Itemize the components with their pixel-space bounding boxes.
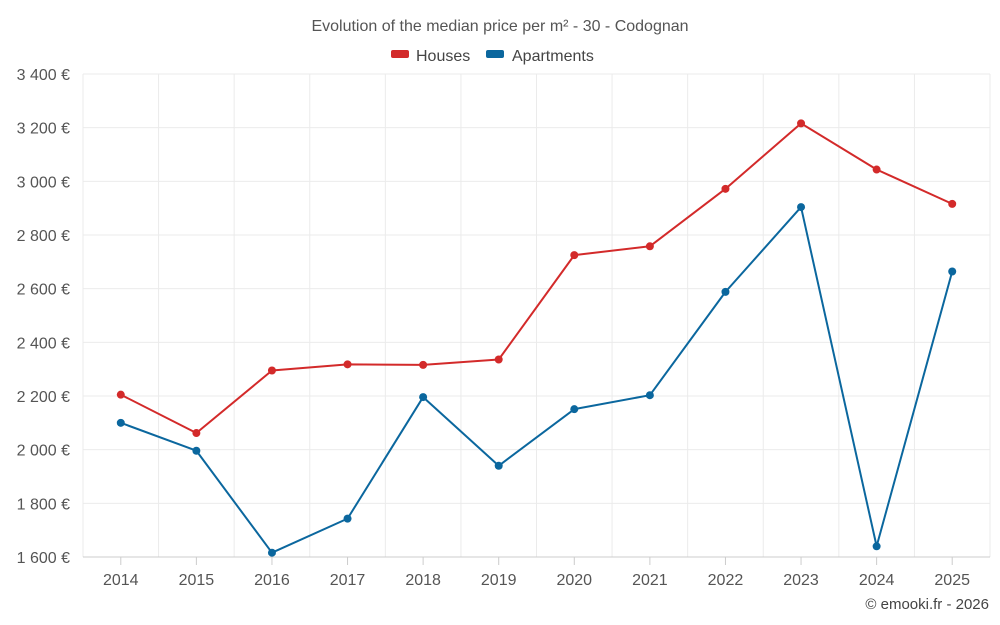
y-tick-label: 2 600 € bbox=[17, 282, 70, 299]
x-tick-label: 2014 bbox=[103, 572, 139, 589]
legend: Houses Apartments bbox=[391, 48, 594, 65]
data-point-houses[interactable] bbox=[192, 429, 201, 438]
x-tick-label: 2017 bbox=[330, 572, 366, 589]
legend-swatch-houses bbox=[391, 50, 409, 58]
y-tick-label: 3 000 € bbox=[17, 174, 70, 191]
x-tick-label: 2015 bbox=[179, 572, 215, 589]
x-tick-label: 2016 bbox=[254, 572, 290, 589]
grid bbox=[82, 73, 991, 557]
credit-text: © emooki.fr - 2026 bbox=[865, 596, 989, 613]
data-point-apartments[interactable] bbox=[872, 542, 881, 551]
data-point-apartments[interactable] bbox=[419, 393, 428, 402]
x-tick-label: 2021 bbox=[632, 572, 668, 589]
y-tick-label: 3 400 € bbox=[17, 67, 70, 84]
data-point-apartments[interactable] bbox=[948, 267, 957, 276]
legend-item-apartments[interactable]: Apartments bbox=[486, 48, 594, 65]
data-point-houses[interactable] bbox=[419, 360, 428, 369]
x-tick-label: 2025 bbox=[934, 572, 970, 589]
data-point-apartments[interactable] bbox=[494, 461, 503, 470]
data-point-apartments[interactable] bbox=[116, 418, 125, 427]
data-point-apartments[interactable] bbox=[267, 548, 276, 557]
axes: 1 600 € 1 800 € 2 000 € 2 200 € 2 400 € 2 600… bbox=[17, 67, 990, 589]
series-line-apartments bbox=[120, 206, 954, 554]
y-tick-label: 1 600 € bbox=[17, 550, 70, 567]
data-point-houses[interactable] bbox=[872, 165, 881, 174]
series-line-houses bbox=[120, 122, 953, 435]
data-point-apartments[interactable] bbox=[721, 287, 730, 296]
legend-swatch-apartments bbox=[486, 50, 504, 58]
data-point-apartments[interactable] bbox=[797, 203, 806, 212]
x-tick-label: 2022 bbox=[708, 572, 744, 589]
data-point-apartments[interactable] bbox=[570, 405, 579, 414]
data-point-houses[interactable] bbox=[494, 355, 503, 364]
series bbox=[116, 119, 957, 557]
data-point-apartments[interactable] bbox=[343, 514, 352, 523]
legend-label-apartments: Apartments bbox=[512, 48, 594, 65]
data-point-houses[interactable] bbox=[797, 119, 806, 128]
data-point-apartments[interactable] bbox=[645, 391, 654, 400]
legend-label-houses: Houses bbox=[416, 48, 470, 65]
data-point-houses[interactable] bbox=[116, 390, 125, 399]
legend-item-houses[interactable]: Houses bbox=[391, 48, 470, 65]
series-apartments bbox=[116, 203, 957, 557]
y-tick-label: 2 800 € bbox=[17, 228, 70, 245]
x-tick-label: 2023 bbox=[783, 572, 819, 589]
data-point-houses[interactable] bbox=[721, 184, 730, 193]
y-tick-label: 3 200 € bbox=[17, 121, 70, 138]
y-tick-label: 1 800 € bbox=[17, 496, 70, 513]
data-point-houses[interactable] bbox=[645, 242, 654, 251]
y-tick-label: 2 200 € bbox=[17, 389, 70, 406]
series-houses bbox=[116, 119, 957, 438]
y-tick-label: 2 400 € bbox=[17, 335, 70, 352]
x-tick-label: 2018 bbox=[405, 572, 441, 589]
x-tick-label: 2019 bbox=[481, 572, 517, 589]
data-point-houses[interactable] bbox=[948, 199, 957, 208]
x-tick-label: 2024 bbox=[859, 572, 895, 589]
data-point-houses[interactable] bbox=[343, 360, 352, 369]
chart-title: Evolution of the median price per m² - 3… bbox=[311, 18, 688, 35]
x-tick-label: 2020 bbox=[556, 572, 592, 589]
data-point-houses[interactable] bbox=[267, 366, 276, 375]
y-tick-label: 2 000 € bbox=[17, 443, 70, 460]
data-point-apartments[interactable] bbox=[192, 446, 201, 455]
data-point-houses[interactable] bbox=[570, 251, 579, 260]
